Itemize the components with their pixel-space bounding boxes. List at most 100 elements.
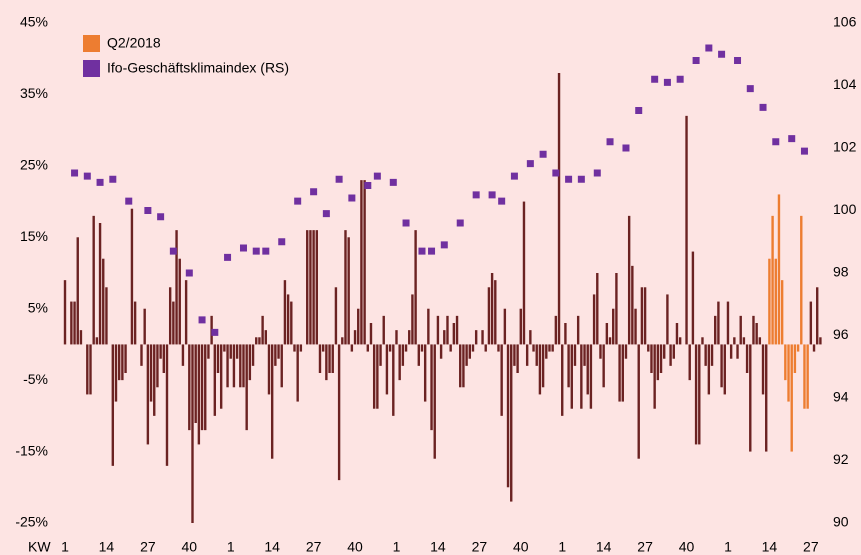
bar <box>172 301 175 345</box>
marker <box>552 169 560 177</box>
bar <box>242 344 245 388</box>
bar <box>647 344 650 352</box>
bar <box>455 315 459 345</box>
bar <box>755 323 758 345</box>
marker <box>593 169 601 177</box>
bar <box>691 251 695 345</box>
bar <box>114 344 118 402</box>
bar <box>688 344 691 381</box>
marker <box>418 247 426 255</box>
x-tick-label: 40 <box>182 539 198 555</box>
bar <box>439 344 443 359</box>
y2-tick-label: 92 <box>833 451 849 467</box>
bar <box>411 294 414 345</box>
bar <box>79 330 83 345</box>
bar <box>809 301 813 345</box>
x-tick-label: 27 <box>637 539 653 555</box>
bar <box>401 344 405 366</box>
bar <box>529 330 532 345</box>
y-tick-label: 25% <box>20 157 48 173</box>
bar <box>318 344 322 373</box>
marker <box>676 75 684 83</box>
bar <box>261 315 264 345</box>
bar <box>729 344 733 359</box>
bar <box>765 344 768 452</box>
marker <box>335 175 343 183</box>
bar <box>452 323 456 345</box>
bar <box>576 315 580 345</box>
y-tick-label: -25% <box>15 514 48 530</box>
bar <box>337 344 341 481</box>
bar <box>216 344 220 373</box>
legend-label: Ifo-Geschäftsklimaindex (RS) <box>107 60 289 76</box>
marker <box>759 103 767 111</box>
x-tick-label: 14 <box>596 539 612 555</box>
bar <box>487 287 491 345</box>
bar <box>395 330 398 345</box>
y2-tick-label: 100 <box>833 201 857 217</box>
marker <box>71 169 79 177</box>
bar <box>768 258 771 345</box>
bar <box>784 344 787 381</box>
marker <box>389 178 397 186</box>
bar <box>580 344 583 409</box>
bar <box>369 323 373 345</box>
bar <box>570 344 573 409</box>
x-tick-label: 40 <box>513 539 529 555</box>
bar <box>701 337 704 345</box>
bar <box>656 344 660 381</box>
y2-tick-label: 90 <box>833 514 849 530</box>
bar <box>608 337 612 345</box>
marker <box>125 197 133 205</box>
bar <box>430 344 433 431</box>
bar <box>733 337 736 345</box>
bar <box>117 344 121 381</box>
y-tick-label: 45% <box>20 14 48 30</box>
bar <box>694 344 698 445</box>
marker <box>83 172 91 180</box>
bar <box>803 344 806 409</box>
bar <box>245 344 248 431</box>
bar <box>707 344 711 395</box>
marker <box>144 207 152 214</box>
bar <box>819 337 822 345</box>
marker <box>109 175 117 183</box>
bar <box>124 344 127 373</box>
bar <box>392 344 395 416</box>
bar <box>102 258 105 345</box>
bar <box>666 294 669 345</box>
bar <box>573 344 577 366</box>
bar <box>140 344 143 366</box>
bar <box>615 273 618 345</box>
marker <box>224 253 232 261</box>
bar <box>564 323 567 345</box>
y-tick-label: 5% <box>28 299 48 315</box>
bar <box>98 223 102 345</box>
y2-tick-label: 98 <box>833 264 849 280</box>
y-tick-label: -5% <box>23 371 48 387</box>
x-tick-label: 1 <box>724 539 732 555</box>
bar <box>229 344 232 359</box>
bar <box>63 280 67 345</box>
bar <box>726 301 730 345</box>
bar <box>153 344 156 416</box>
marker <box>488 191 496 199</box>
marker <box>718 50 726 58</box>
bar <box>366 344 369 352</box>
bar <box>653 344 656 409</box>
y2-tick-label: 96 <box>833 326 849 342</box>
bar <box>510 344 513 502</box>
y-tick-label: 15% <box>20 228 48 244</box>
bar <box>749 344 752 452</box>
bar <box>248 344 252 381</box>
bar <box>745 344 749 373</box>
bar <box>274 344 277 366</box>
bar <box>446 315 449 345</box>
bar <box>286 294 290 345</box>
bar <box>449 344 452 352</box>
bar <box>385 344 389 395</box>
bar <box>796 344 800 352</box>
bar <box>468 344 471 359</box>
marker <box>364 182 372 189</box>
marker <box>651 75 659 83</box>
